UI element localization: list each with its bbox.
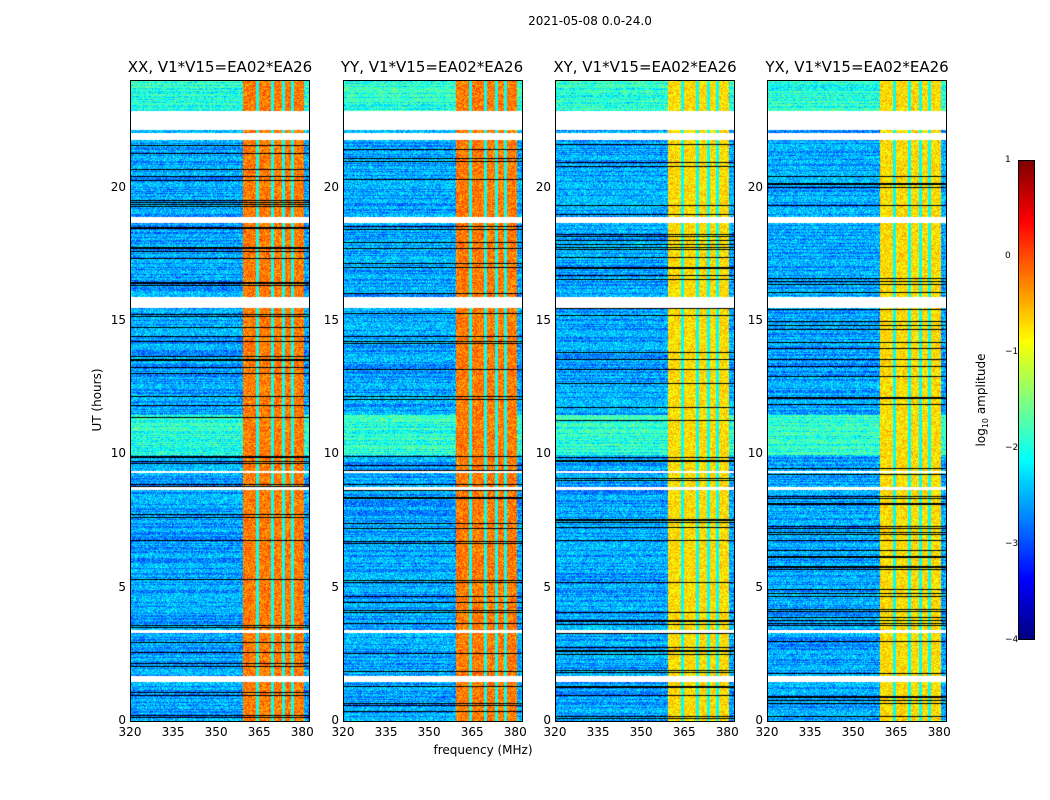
heatmap-panel-yy xyxy=(343,80,523,722)
x-tick-label: 335 xyxy=(586,725,610,739)
heatmap-panel-xx xyxy=(130,80,310,722)
colorbar-tick-label: −4 xyxy=(1005,635,1019,645)
y-tick-label: 5 xyxy=(331,579,339,594)
x-tick-label: 335 xyxy=(161,725,185,739)
heatmap-panel-xy xyxy=(555,80,735,722)
colorbar xyxy=(1018,160,1035,640)
y-tick-label: 15 xyxy=(323,313,339,327)
y-tick-label: 0 xyxy=(118,713,126,727)
panel-title-xx: XX, V1*V15=EA02*EA26 xyxy=(127,58,313,76)
colorbar-label: log10 amplitude xyxy=(973,353,991,447)
y-tick-label: 20 xyxy=(535,179,551,194)
y-tick-label: 10 xyxy=(535,446,551,461)
x-tick-label: 335 xyxy=(374,725,398,739)
x-tick-label: 380 xyxy=(927,725,951,739)
x-tick-label: 365 xyxy=(884,725,908,739)
y-tick-label: 0 xyxy=(755,713,763,727)
x-tick-label: 380 xyxy=(715,725,739,739)
x-tick-label: 380 xyxy=(503,725,527,739)
panel-title-yy: YY, V1*V15=EA02*EA26 xyxy=(340,58,524,76)
x-tick-label: 350 xyxy=(841,725,865,739)
colorbar-tick-label: −2 xyxy=(1005,443,1019,453)
x-tick-label: 365 xyxy=(672,725,696,739)
y-tick-label: 10 xyxy=(110,446,126,461)
x-tick-label: 335 xyxy=(798,725,822,739)
x-tick-label: 350 xyxy=(204,725,228,739)
x-tick-label: 350 xyxy=(629,725,653,739)
x-tick-label: 320 xyxy=(543,725,567,739)
figure-suptitle: 2021-05-08 0.0-24.0 xyxy=(528,14,652,28)
y-tick-label: 5 xyxy=(118,579,126,594)
panel-title-yx: YX, V1*V15=EA02*EA26 xyxy=(765,58,949,76)
y-tick-label: 20 xyxy=(110,179,126,194)
x-tick-label: 320 xyxy=(331,725,355,739)
y-tick-label: 10 xyxy=(747,446,763,461)
y-tick-label: 0 xyxy=(543,713,551,727)
y-tick-label: 5 xyxy=(755,579,763,594)
y-tick-label: 15 xyxy=(110,313,126,327)
heatmap-panel-yx xyxy=(767,80,947,722)
panel-title-xy: XY, V1*V15=EA02*EA26 xyxy=(553,58,737,76)
y-tick-label: 15 xyxy=(535,313,551,327)
y-tick-label: 10 xyxy=(323,446,339,461)
y-axis-label: UT (hours) xyxy=(90,368,104,432)
x-tick-label: 380 xyxy=(290,725,314,739)
x-tick-label: 350 xyxy=(417,725,441,739)
x-tick-label: 365 xyxy=(460,725,484,739)
x-tick-label: 320 xyxy=(755,725,779,739)
colorbar-tick-label: 0 xyxy=(1005,251,1011,261)
colorbar-tick-label: −1 xyxy=(1005,347,1019,357)
x-axis-label: frequency (MHz) xyxy=(433,743,533,757)
x-tick-label: 320 xyxy=(118,725,142,739)
colorbar-tick-label: −3 xyxy=(1005,539,1019,549)
y-tick-label: 20 xyxy=(747,179,763,194)
y-tick-label: 0 xyxy=(331,713,339,727)
x-tick-label: 365 xyxy=(247,725,271,739)
colorbar-tick-label: 1 xyxy=(1005,155,1011,165)
y-tick-label: 5 xyxy=(543,579,551,594)
y-tick-label: 15 xyxy=(747,313,763,327)
y-tick-label: 20 xyxy=(323,179,339,194)
